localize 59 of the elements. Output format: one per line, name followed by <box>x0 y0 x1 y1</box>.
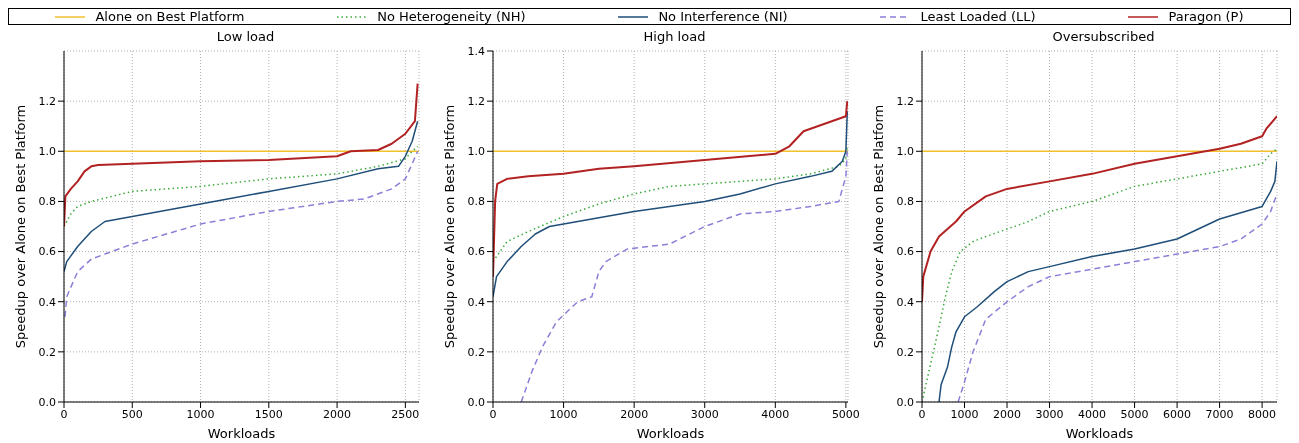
y-tick-label: 1.2 <box>38 95 56 109</box>
x-tick-label: 0 <box>489 407 497 421</box>
x-tick-label: 1000 <box>950 407 979 421</box>
legend-label: Least Loaded (LL) <box>920 9 1036 24</box>
x-axis-title: Workloads <box>207 426 276 441</box>
y-tick-label: 1.0 <box>467 145 485 159</box>
x-tick-label: 1500 <box>254 407 283 421</box>
legend-label: No Heterogeneity (NH) <box>377 9 526 24</box>
legend-label: Alone on Best Platform <box>95 9 245 24</box>
x-tick-label: 3000 <box>1035 407 1064 421</box>
y-tick-label: 0.2 <box>38 345 56 359</box>
chart-title: High load <box>642 29 707 45</box>
y-tick-label: 0.6 <box>467 245 485 259</box>
chart-title: Oversubscribed <box>1051 29 1156 45</box>
line-series <box>64 150 419 318</box>
y-tick-label: 0.2 <box>896 345 914 359</box>
x-tick-label: 1000 <box>549 407 578 421</box>
x-axis-title: Workloads <box>636 426 705 441</box>
y-tick-label: 0.8 <box>38 195 56 209</box>
x-tick-label: 0 <box>918 407 926 421</box>
x-tick-label: 2500 <box>391 407 420 421</box>
x-tick-label: 6000 <box>1163 407 1192 421</box>
y-tick-label: 0.6 <box>38 245 56 259</box>
y-tick-label: 0.0 <box>467 395 485 409</box>
y-tick-label: 0.6 <box>896 245 914 259</box>
x-tick-label: 5000 <box>831 407 860 421</box>
x-axis-title: Workloads <box>1065 426 1134 441</box>
y-tick-label: 1.2 <box>896 95 914 109</box>
x-tick-label: 0 <box>60 407 68 421</box>
x-tick-label: 5000 <box>1120 407 1149 421</box>
y-tick-label: 0.0 <box>896 395 914 409</box>
legend-label: Paragon (P) <box>1168 9 1244 24</box>
y-axis-title: Speedup over Alone on Best Platform <box>441 104 457 349</box>
y-tick-label: 0.8 <box>467 195 485 209</box>
x-tick-label: 7000 <box>1205 407 1234 421</box>
y-tick-label: 1.2 <box>467 95 485 109</box>
x-tick-label: 1000 <box>186 407 215 421</box>
line-series <box>520 150 848 402</box>
x-tick-label: 2000 <box>323 407 352 421</box>
x-tick-label: 8000 <box>1248 407 1277 421</box>
y-axis-title: Speedup over Alone on Best Platform <box>12 104 28 349</box>
y-tick-label: 0.4 <box>467 295 485 309</box>
y-tick-label: 1.0 <box>896 145 914 159</box>
x-tick-label: 4000 <box>761 407 790 421</box>
legend-label: No Interference (NI) <box>658 9 788 24</box>
y-tick-label: 1.0 <box>38 145 56 159</box>
y-tick-label: 0.2 <box>467 345 485 359</box>
x-tick-label: 2000 <box>620 407 649 421</box>
x-tick-label: 3000 <box>690 407 719 421</box>
y-tick-label: 0.4 <box>896 295 914 309</box>
y-axis-title: Speedup over Alone on Best Platform <box>870 104 886 349</box>
x-tick-label: 2000 <box>993 407 1022 421</box>
y-tick-label: 1.4 <box>467 44 485 58</box>
y-tick-label: 0.8 <box>896 195 914 209</box>
x-tick-label: 4000 <box>1078 407 1107 421</box>
y-tick-label: 0.0 <box>38 395 56 409</box>
x-tick-label: 500 <box>121 407 143 421</box>
chart-title: Low load <box>215 29 276 45</box>
y-tick-label: 0.4 <box>38 295 56 309</box>
